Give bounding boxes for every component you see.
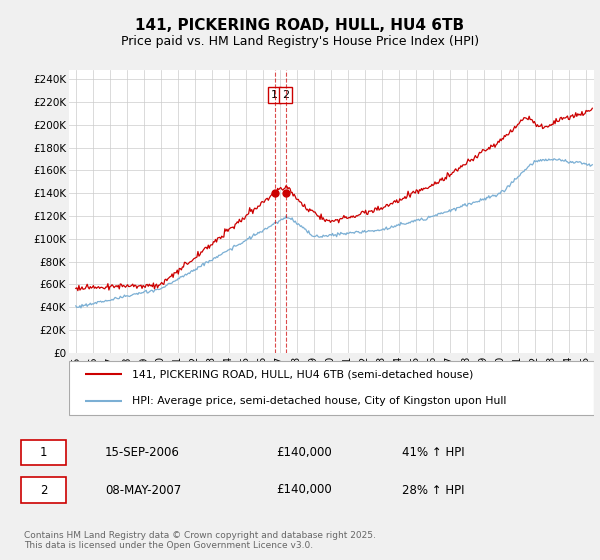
Text: 28% ↑ HPI: 28% ↑ HPI <box>402 483 464 497</box>
Text: 141, PICKERING ROAD, HULL, HU4 6TB: 141, PICKERING ROAD, HULL, HU4 6TB <box>136 18 464 32</box>
Text: 141, PICKERING ROAD, HULL, HU4 6TB (semi-detached house): 141, PICKERING ROAD, HULL, HU4 6TB (semi… <box>132 369 473 379</box>
Text: HPI: Average price, semi-detached house, City of Kingston upon Hull: HPI: Average price, semi-detached house,… <box>132 396 506 407</box>
Text: Price paid vs. HM Land Registry's House Price Index (HPI): Price paid vs. HM Land Registry's House … <box>121 35 479 49</box>
Text: 08-MAY-2007: 08-MAY-2007 <box>105 483 181 497</box>
FancyBboxPatch shape <box>69 361 594 415</box>
Text: 41% ↑ HPI: 41% ↑ HPI <box>402 446 464 459</box>
Text: £140,000: £140,000 <box>276 483 332 497</box>
Text: 2: 2 <box>40 483 47 497</box>
Text: £140,000: £140,000 <box>276 446 332 459</box>
Text: 1: 1 <box>271 90 278 100</box>
FancyBboxPatch shape <box>21 477 66 503</box>
Text: 2: 2 <box>282 90 289 100</box>
Text: 15-SEP-2006: 15-SEP-2006 <box>105 446 180 459</box>
FancyBboxPatch shape <box>21 440 66 465</box>
Text: 1: 1 <box>40 446 47 459</box>
Text: Contains HM Land Registry data © Crown copyright and database right 2025.
This d: Contains HM Land Registry data © Crown c… <box>24 531 376 550</box>
